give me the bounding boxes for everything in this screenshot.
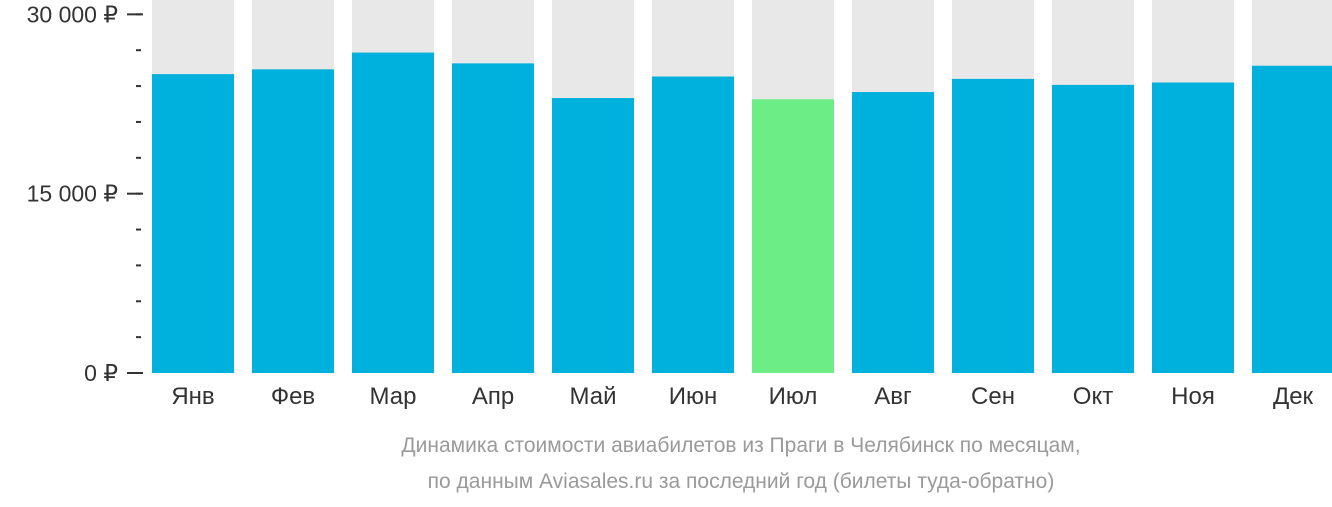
bar-3[interactable] (452, 63, 534, 373)
bar-0[interactable] (152, 74, 234, 373)
x-tick-label-5: Июн (669, 383, 718, 410)
bar-6[interactable] (752, 99, 834, 373)
bar-10[interactable] (1152, 82, 1234, 373)
bar-2[interactable] (352, 52, 434, 373)
x-tick-label-9: Окт (1073, 383, 1113, 410)
bar-9[interactable] (1052, 84, 1134, 373)
chart-caption-line-2: по данным Aviasales.ru за последний год … (428, 470, 1055, 493)
bar-7[interactable] (852, 92, 934, 373)
x-tick-label-6: Июл (769, 383, 818, 410)
bar-5[interactable] (652, 76, 734, 373)
x-tick-label-11: Дек (1273, 383, 1314, 410)
x-tick-label-7: Авг (874, 383, 912, 410)
bar-1[interactable] (252, 69, 334, 373)
bar-8[interactable] (952, 78, 1034, 374)
x-tick-label-1: Фев (271, 383, 315, 410)
x-tick-label-2: Мар (370, 383, 417, 410)
x-tick-label-8: Сен (971, 383, 1015, 410)
x-axis-labels: Янв Фев Мар Апр Май Июн Июл Авг Сен Окт Ноя Дек (171, 383, 1313, 410)
bars (152, 52, 1332, 374)
y-tick-label-0: 0 ₽ (84, 360, 118, 386)
x-tick-label-4: Май (569, 383, 616, 410)
y-axis: 0 ₽ 15 000 ₽ 30 000 ₽ (27, 1, 143, 386)
x-tick-label-0: Янв (171, 383, 214, 410)
chart-caption-line-1: Динамика стоимости авиабилетов из Праги … (401, 434, 1080, 457)
x-tick-label-3: Апр (472, 383, 514, 410)
y-tick-label-1: 15 000 ₽ (27, 181, 118, 207)
bar-4[interactable] (552, 98, 634, 374)
x-tick-label-10: Ноя (1171, 383, 1215, 410)
y-tick-label-2: 30 000 ₽ (27, 1, 118, 27)
bar-11[interactable] (1252, 65, 1332, 373)
